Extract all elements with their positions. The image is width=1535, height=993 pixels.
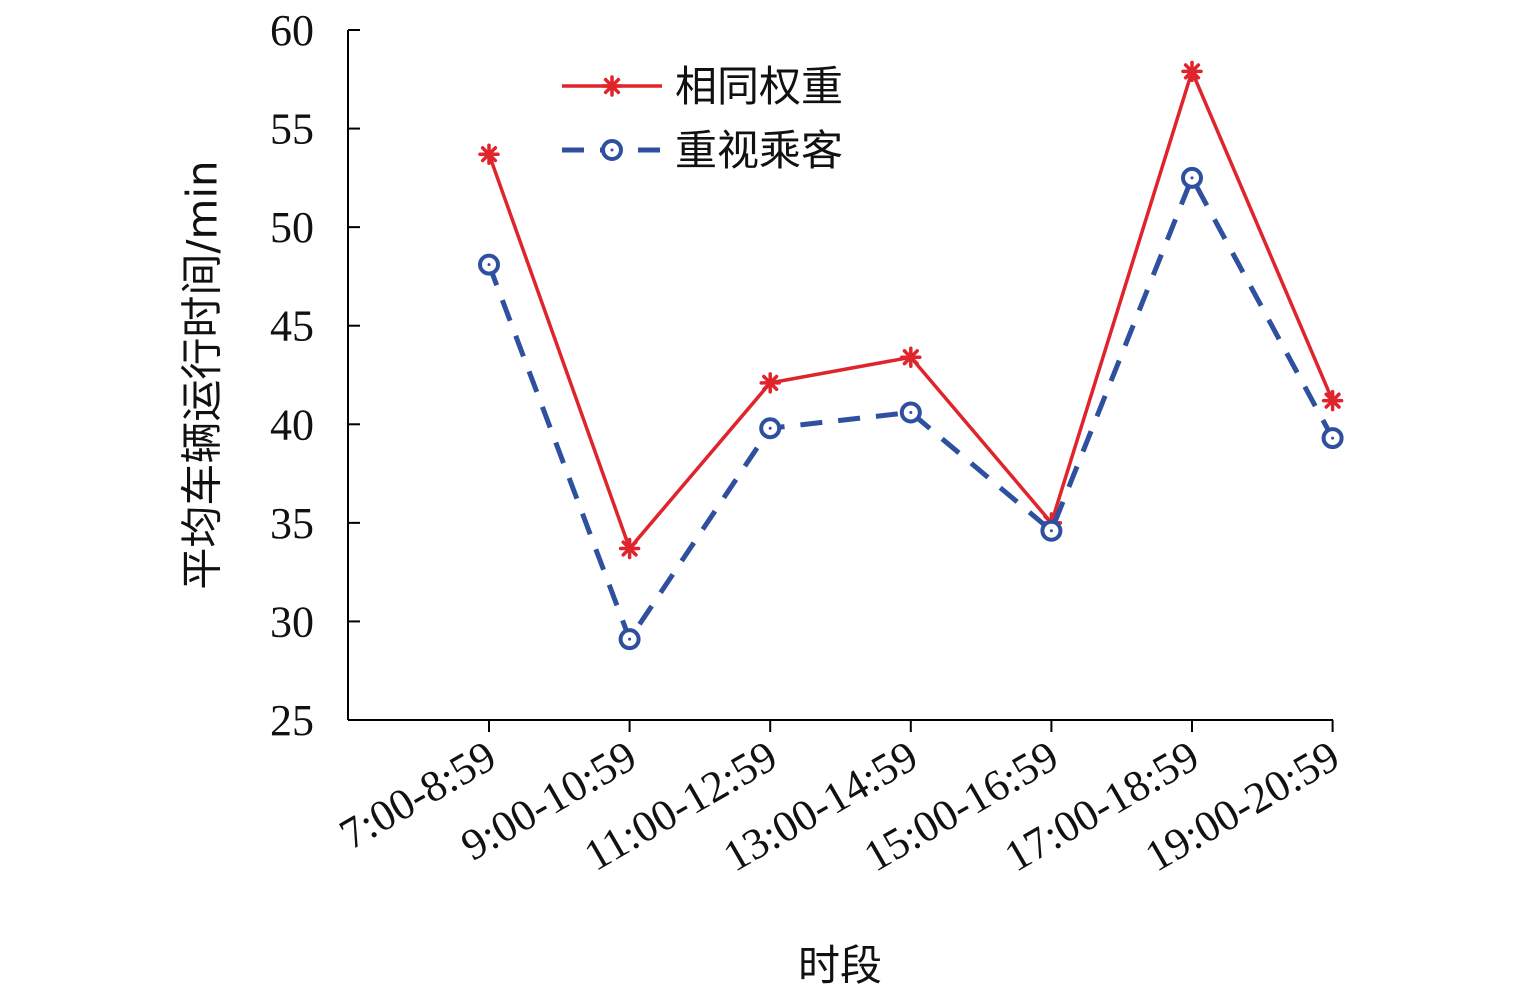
y-ticks: 25 30 35 40 45 50 55 60 [270,6,360,745]
y-tick-label: 25 [270,696,314,745]
data-point [1181,60,1203,83]
series-1 [478,60,1344,560]
data-point [618,537,641,560]
y-tick-label: 60 [270,6,314,55]
x-axis-label: 时段 [798,941,882,990]
data-point [759,372,781,394]
data-point [1181,166,1203,189]
legend-label: 相同权重 [675,62,843,111]
data-point [900,346,922,369]
series-layer [478,60,1344,651]
legend-marker [601,139,623,161]
data-point [478,143,500,165]
y-tick-label: 30 [270,597,314,646]
data-point [759,417,782,440]
y-tick-label: 35 [270,499,314,548]
data-point [618,628,641,651]
data-point [1040,519,1063,542]
axes [347,30,1333,721]
y-tick-label: 50 [270,203,314,252]
legend-item: 重视乘客 [562,126,843,175]
legend-marker [601,75,623,97]
y-tick-label: 45 [270,302,314,351]
y-tick-label: 40 [270,400,314,449]
data-point [899,401,922,424]
legend-label: 重视乘客 [675,126,843,175]
series-2 [478,166,1344,651]
x-ticks: 7:00-8:599:00-10:5911:00-12:5913:00-14:5… [331,720,1348,881]
data-point [1321,427,1344,450]
y-axis-label: 平均车辆运行时间/min [178,160,227,589]
data-point [1321,389,1344,412]
y-tick-label: 55 [270,105,314,154]
legend-item: 相同权重 [562,62,843,111]
data-point [478,253,500,276]
